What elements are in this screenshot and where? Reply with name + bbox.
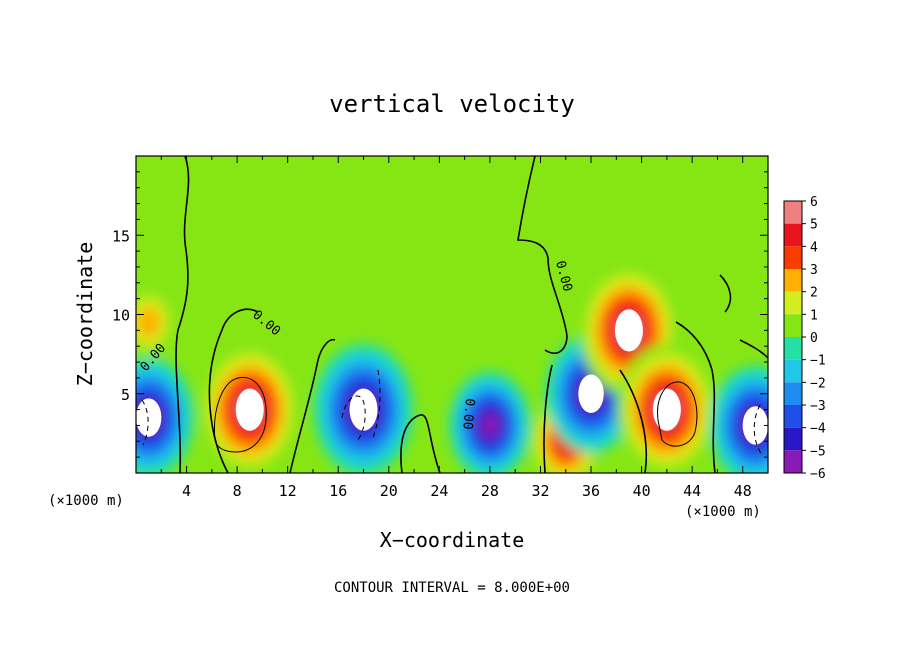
colorbar-tick-label: 5 xyxy=(810,218,818,233)
x-tick-label: 24 xyxy=(430,482,448,500)
contour-line xyxy=(657,381,698,447)
plot-area xyxy=(136,156,768,473)
zero-contour xyxy=(543,364,553,473)
colorbar-swatch xyxy=(784,314,802,337)
colorbar-tick-label: −1 xyxy=(810,354,826,369)
x-tick-label: 20 xyxy=(380,482,398,500)
zero-contour xyxy=(719,274,732,313)
zero-contour xyxy=(517,156,568,354)
colorbar-swatch xyxy=(784,223,802,247)
x-axis-label: X−coordinate xyxy=(380,528,525,552)
zero-contour xyxy=(289,338,336,473)
contour-line xyxy=(213,376,267,453)
colorbar-tick-label: −6 xyxy=(810,467,826,482)
x-tick-label: 36 xyxy=(582,482,600,500)
colorbar-tick-label: −3 xyxy=(810,399,826,414)
y-tick-label: 5 xyxy=(121,386,130,404)
colorbar-swatch xyxy=(784,405,802,428)
colorbar-tick-label: 6 xyxy=(810,195,818,210)
contour-label: 0.00 xyxy=(459,398,477,431)
colorbar-swatch xyxy=(784,201,802,224)
colorbar-tick-label: 0 xyxy=(810,331,818,346)
saturated-core-6 xyxy=(578,374,604,413)
y-axis: 5 10 15 xyxy=(112,171,768,458)
colorbar-tick-label: 4 xyxy=(810,240,818,255)
y-tick-label: 15 xyxy=(112,227,130,245)
chart-title: vertical velocity xyxy=(329,90,575,118)
contour-interval-note: CONTOUR INTERVAL = 8.000E+00 xyxy=(334,580,570,596)
x-tick-label: 48 xyxy=(734,482,752,500)
x-tick-label: 28 xyxy=(481,482,499,500)
colorbar-swatch xyxy=(784,337,802,360)
zero-contour xyxy=(400,414,441,473)
colorbar-swatch xyxy=(784,269,802,292)
contour-line xyxy=(371,369,381,441)
colorbar-swatch xyxy=(784,246,802,269)
x-unit-right: (×1000 m) xyxy=(685,504,761,520)
colorbar-swatch xyxy=(784,427,802,451)
saturated-core-8 xyxy=(652,388,681,431)
field-feature-4 xyxy=(448,371,531,473)
contour-line xyxy=(753,404,763,456)
colorbar-tick-label: 3 xyxy=(810,263,818,278)
colorbar-swatch xyxy=(784,382,802,405)
colorbar-tick-label: −2 xyxy=(810,376,826,391)
x-tick-label: 32 xyxy=(531,482,549,500)
saturated-core-0 xyxy=(235,388,264,431)
x-unit-left: (×1000 m) xyxy=(48,493,124,509)
saturated-core-9 xyxy=(742,406,768,445)
saturated-core-2 xyxy=(136,398,162,437)
colorbar: 6 5 4 3 2 1 0 −1 −2 −3 −4 −5 −6 xyxy=(783,195,826,482)
saturated-core-1 xyxy=(349,388,378,431)
colorbar-tick-label: 2 xyxy=(810,286,818,301)
colorbar-tick-label: −4 xyxy=(810,422,826,437)
x-axis: 4 8 12 16 20 24 28 32 36 40 44 48 xyxy=(160,156,752,500)
contour-line xyxy=(141,399,149,446)
colorbar-tick-label: −5 xyxy=(810,444,826,459)
contour-line xyxy=(341,395,366,441)
x-tick-label: 16 xyxy=(329,482,347,500)
zero-contour xyxy=(619,369,648,473)
zero-contour xyxy=(675,321,716,473)
colorbar-swatch xyxy=(784,291,802,315)
colorbar-swatch xyxy=(784,450,802,473)
field-feature-3 xyxy=(136,286,177,359)
saturated-core-7 xyxy=(614,309,643,352)
x-tick-label: 4 xyxy=(182,482,191,500)
x-tick-label: 40 xyxy=(633,482,651,500)
zero-contour xyxy=(175,156,190,473)
y-axis-label: Z−coordinate xyxy=(73,242,97,387)
colorbar-swatch xyxy=(784,359,802,383)
x-tick-label: 12 xyxy=(279,482,297,500)
x-tick-label: 44 xyxy=(683,482,701,500)
zero-contour xyxy=(739,339,768,359)
x-tick-label: 8 xyxy=(233,482,242,500)
y-tick-label: 10 xyxy=(112,307,130,325)
colorbar-tick-label: 1 xyxy=(810,308,818,323)
